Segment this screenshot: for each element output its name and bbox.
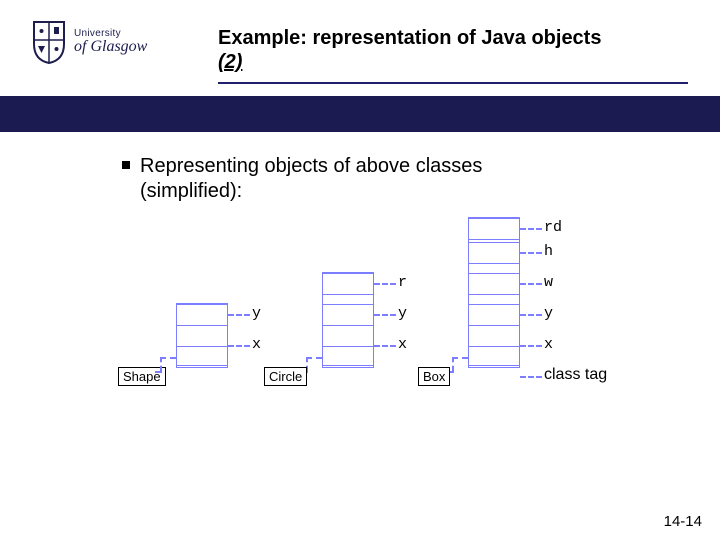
navy-strip <box>0 96 720 132</box>
shape-tag-drop-h <box>155 371 162 373</box>
page-number: 14-14 <box>664 513 702 530</box>
box-rd-label: rd <box>544 219 562 236</box>
circle-cell-r <box>322 273 374 295</box>
slide-title: Example: representation of Java objects … <box>218 26 698 74</box>
box-cell-tag <box>468 346 520 368</box>
circle-cell-tag <box>322 346 374 368</box>
box-tag-drop <box>452 357 454 371</box>
box-rd-connector <box>520 228 542 230</box>
circle-class-name: Circle <box>264 367 307 386</box>
box-w-label: w <box>544 274 553 291</box>
circle-r-connector <box>374 283 396 285</box>
circle-tag-connector <box>306 357 322 359</box>
shape-cell-tag <box>176 346 228 368</box>
shape-cell-x <box>176 325 228 347</box>
shape-object <box>176 303 228 366</box>
box-cell-rd <box>468 218 520 240</box>
title-line2: (2) <box>218 51 242 73</box>
shape-tag-connector <box>160 357 176 359</box>
box-tag-connector-right <box>520 376 542 378</box>
class-tag-label: class tag <box>544 366 607 384</box>
circle-cell-x <box>322 325 374 347</box>
box-y-label: y <box>544 305 553 322</box>
header: University of of GlasgowGlasgow Example:… <box>0 0 720 96</box>
circle-y-label: y <box>398 305 407 322</box>
shape-y-connector <box>228 314 250 316</box>
title-underline <box>218 82 688 84</box>
box-h-label: h <box>544 243 553 260</box>
circle-y-connector <box>374 314 396 316</box>
circle-cell-y <box>322 304 374 326</box>
circle-r-label: r <box>398 274 407 291</box>
box-h-connector <box>520 252 542 254</box>
box-cell-w <box>468 273 520 295</box>
shape-y-label: y <box>252 305 261 322</box>
title-line1: Example: representation of Java objects <box>218 26 698 51</box>
shape-tag-drop <box>160 357 162 371</box>
university-logo: University of of GlasgowGlasgow <box>32 20 182 70</box>
circle-x-label: x <box>398 336 407 353</box>
box-object <box>468 217 520 366</box>
crest-icon <box>32 20 66 64</box>
logo-line2: of of GlasgowGlasgow <box>74 39 147 55</box>
shape-class-name: Shape <box>118 367 166 386</box>
box-y-connector <box>520 314 542 316</box>
circle-x-connector <box>374 345 396 347</box>
box-cell-x <box>468 325 520 347</box>
shape-cell-y <box>176 304 228 326</box>
shape-x-connector <box>228 345 250 347</box>
circle-object <box>322 272 374 366</box>
box-x-label: x <box>544 336 553 353</box>
box-tag-connector-left <box>452 357 468 359</box>
box-x-connector <box>520 345 542 347</box>
box-cell-h <box>468 242 520 264</box>
object-diagram: y x Shape r y x Circle <box>0 132 720 512</box>
shape-x-label: x <box>252 336 261 353</box>
box-w-connector <box>520 283 542 285</box>
box-class-name: Box <box>418 367 450 386</box>
box-cell-y <box>468 304 520 326</box>
body: Representing objects of above classes (s… <box>0 132 720 512</box>
